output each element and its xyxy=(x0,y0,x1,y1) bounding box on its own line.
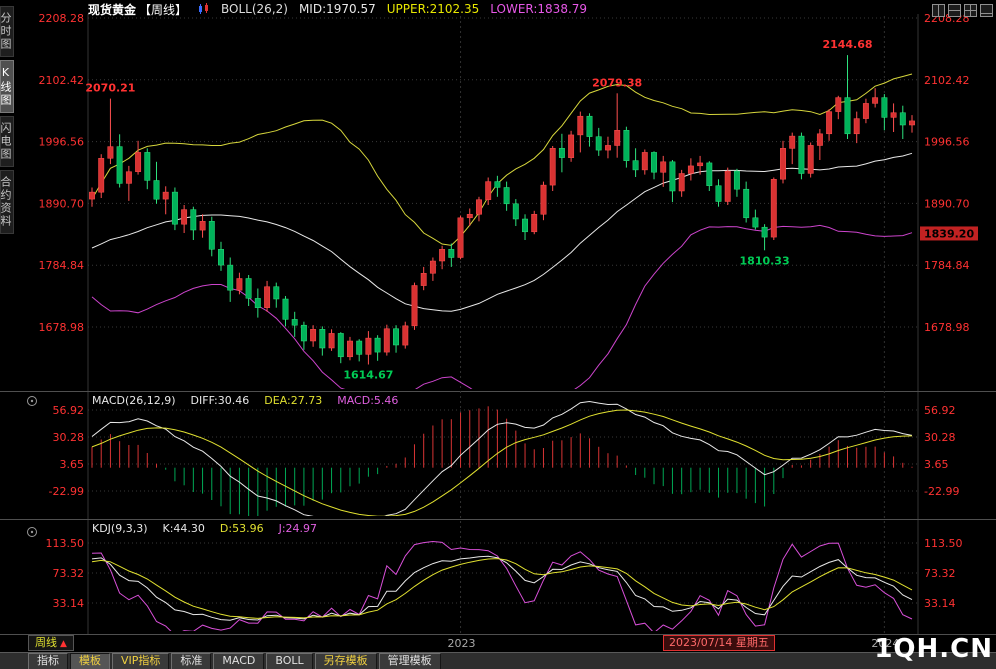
tab-templates[interactable]: 模板 xyxy=(70,652,110,669)
svg-text:33.14: 33.14 xyxy=(53,597,85,610)
svg-text:1839.20: 1839.20 xyxy=(924,227,974,240)
period-selector[interactable]: 周线 ▲ xyxy=(28,635,74,651)
price-annotation: 2070.21 xyxy=(85,82,135,95)
tab-vip-indicators[interactable]: VIP指标 xyxy=(112,652,170,669)
svg-text:1784.84: 1784.84 xyxy=(39,259,85,272)
panel-toggle-icon[interactable] xyxy=(27,396,37,406)
macd-dea-line xyxy=(91,409,913,516)
svg-text:3.65: 3.65 xyxy=(924,458,949,471)
svg-text:1784.84: 1784.84 xyxy=(924,259,970,272)
svg-text:73.32: 73.32 xyxy=(53,567,85,580)
svg-text:2208.28: 2208.28 xyxy=(39,12,85,25)
layout-split-vertical-icon[interactable] xyxy=(932,2,945,21)
macd-bar-value: MACD:5.46 xyxy=(337,394,399,407)
boll-mid-band xyxy=(91,152,913,312)
svg-text:1996.56: 1996.56 xyxy=(924,136,970,149)
svg-text:56.92: 56.92 xyxy=(924,404,956,417)
tab-standard[interactable]: 标准 xyxy=(171,652,212,669)
kdj-k-line xyxy=(91,555,913,621)
svg-text:113.50: 113.50 xyxy=(46,537,85,550)
boll-indicator-label: BOLL(26,2) xyxy=(221,2,288,16)
time-axis-bar: 周线 ▲ 2023 2023/07/14 星期五 2024 xyxy=(0,635,996,652)
price-annotation: 2144.68 xyxy=(822,38,872,51)
price-annotation: 1614.67 xyxy=(343,369,393,382)
tab-save-template[interactable]: 另存模板 xyxy=(314,652,377,669)
svg-text:1678.98: 1678.98 xyxy=(39,321,85,334)
candlestick-icon xyxy=(198,3,210,15)
svg-text:3.65: 3.65 xyxy=(60,458,85,471)
year-label-1: 2024 xyxy=(871,637,900,650)
svg-text:73.32: 73.32 xyxy=(924,567,956,580)
sidebar-item-lightning-chart[interactable]: 闪电图 xyxy=(0,116,14,167)
layout-grid-4-icon[interactable] xyxy=(964,2,977,21)
layout-split-horizontal-icon[interactable] xyxy=(948,2,961,21)
svg-text:-22.99: -22.99 xyxy=(49,485,84,498)
boll-upper-value: UPPER:2102.35 xyxy=(386,2,480,16)
boll-upper-band xyxy=(91,73,913,246)
svg-text:1890.70: 1890.70 xyxy=(39,197,85,210)
svg-text:30.28: 30.28 xyxy=(924,431,956,444)
period-title: 【周线】 xyxy=(139,2,188,17)
tab-manage-templates[interactable]: 管理模板 xyxy=(378,652,441,669)
title-bar: 现货黄金 【周线】 BOLL(26,2) MID:1970.57 UPPER:2… xyxy=(88,0,587,18)
site-watermark: 1QH.CN xyxy=(874,634,993,664)
sidebar-item-kline-chart[interactable]: K线图 xyxy=(0,60,14,113)
svg-text:56.92: 56.92 xyxy=(53,404,85,417)
svg-text:-22.99: -22.99 xyxy=(924,485,959,498)
up-triangle-icon: ▲ xyxy=(60,639,67,649)
kdj-legend: KDJ(9,3,3) K:44.30 D:53.96 J:24.97 xyxy=(92,522,317,535)
candlesticks xyxy=(89,55,915,365)
period-label: 周线 xyxy=(35,636,57,649)
svg-text:30.28: 30.28 xyxy=(53,431,85,444)
svg-text:1996.56: 1996.56 xyxy=(39,136,85,149)
macd-dea-value: DEA:27.73 xyxy=(264,394,323,407)
boll-lower-value: LOWER:1838.79 xyxy=(490,2,588,16)
macd-diff-line xyxy=(91,400,913,516)
svg-text:1678.98: 1678.98 xyxy=(924,321,970,334)
svg-text:33.14: 33.14 xyxy=(924,597,956,610)
kdj-j-line xyxy=(91,540,913,631)
macd-diff-value: DIFF:30.46 xyxy=(190,394,250,407)
boll-mid-value: MID:1970.57 xyxy=(298,2,376,16)
svg-text:1890.70: 1890.70 xyxy=(924,197,970,210)
tab-macd[interactable]: MACD xyxy=(213,652,265,669)
layout-sub-panel-icon[interactable] xyxy=(980,2,993,21)
kdj-k-value: K:44.30 xyxy=(162,522,205,535)
tab-boll[interactable]: BOLL xyxy=(266,652,313,669)
svg-text:2102.42: 2102.42 xyxy=(924,74,970,87)
layout-switcher xyxy=(932,2,993,21)
boll-lower-band xyxy=(91,224,913,389)
selected-date-label: 2023/07/14 星期五 xyxy=(663,635,775,651)
price-tag xyxy=(920,226,978,241)
price-annotation: 2079.38 xyxy=(592,76,642,89)
price-annotation: 1810.33 xyxy=(740,254,790,267)
kdj-d-line xyxy=(91,558,913,619)
chart-type-sidebar: 分时图 K线图 闪电图 合约资料 xyxy=(0,6,16,234)
macd-legend: MACD(26,12,9) DIFF:30.46 DEA:27.73 MACD:… xyxy=(92,394,398,407)
svg-text:2102.42: 2102.42 xyxy=(39,74,85,87)
tab-indicators[interactable]: 指标 xyxy=(28,652,68,669)
year-label-0: 2023 xyxy=(447,637,476,650)
kdj-indicator-label: KDJ(9,3,3) xyxy=(92,522,148,535)
svg-text:113.50: 113.50 xyxy=(924,537,963,550)
kdj-d-value: D:53.96 xyxy=(219,522,264,535)
macd-indicator-label: MACD(26,12,9) xyxy=(92,394,176,407)
symbol-title: 现货黄金 xyxy=(88,2,137,17)
bottom-tab-bar: 指标 模板 VIP指标 标准 MACD BOLL 另存模板 管理模板 xyxy=(0,652,996,669)
sidebar-item-time-chart[interactable]: 分时图 xyxy=(0,6,14,57)
panel-toggle-icon[interactable] xyxy=(27,527,37,537)
sidebar-item-contract-info[interactable]: 合约资料 xyxy=(0,170,14,234)
kdj-j-value: J:24.97 xyxy=(278,522,318,535)
